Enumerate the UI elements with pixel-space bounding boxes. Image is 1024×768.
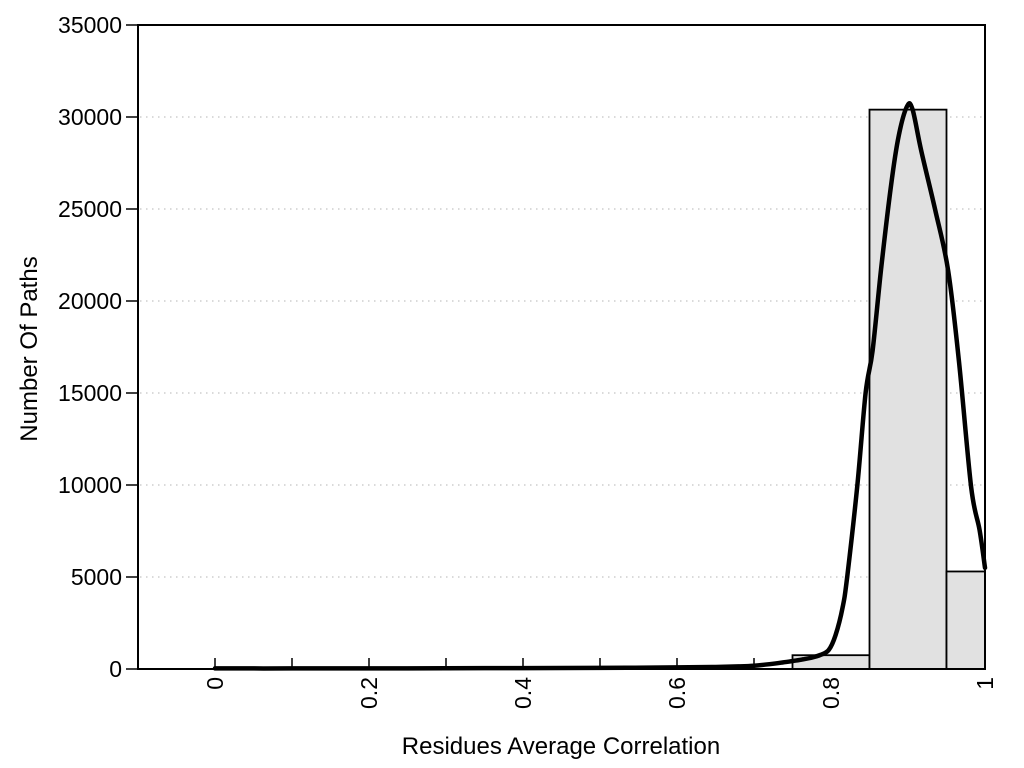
- y-tick-label: 20000: [58, 288, 122, 314]
- x-tick-label: 0.2: [356, 677, 382, 709]
- plot-frame: [137, 24, 986, 670]
- x-axis-title: Residues Average Correlation: [401, 733, 721, 760]
- x-tick-label: 0.6: [664, 677, 690, 709]
- histogram-bar: [868, 108, 948, 670]
- density-curve: [212, 101, 988, 671]
- histogram-bar: [945, 570, 986, 670]
- y-tick-label: 10000: [58, 472, 122, 498]
- y-tick-label: 35000: [58, 12, 122, 38]
- y-tick-label: 25000: [58, 196, 122, 222]
- y-tick-label: 15000: [58, 380, 122, 406]
- y-axis-title: Number Of Paths: [16, 256, 43, 442]
- x-tick-label: 1: [972, 677, 998, 690]
- y-tick-label: 5000: [71, 564, 122, 590]
- y-tick-label: 0: [109, 656, 122, 682]
- y-tick-label: 30000: [58, 104, 122, 130]
- x-tick-label: 0.8: [818, 677, 844, 709]
- x-tick-label: 0.4: [510, 677, 536, 709]
- x-tick-label: 0: [202, 677, 228, 690]
